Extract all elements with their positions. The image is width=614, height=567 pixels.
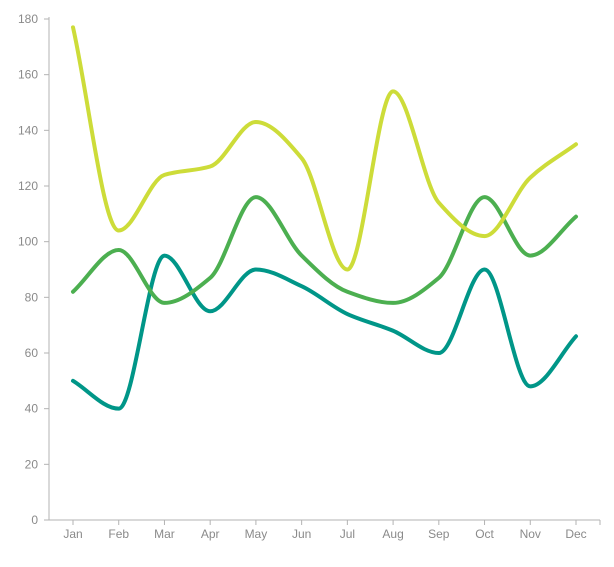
- y-tick-label: 0: [31, 513, 38, 527]
- y-tick-label: 120: [18, 179, 38, 193]
- x-tick-label: Jun: [292, 527, 311, 541]
- y-tick-label: 60: [25, 346, 39, 360]
- plot-series: [71, 25, 578, 411]
- series-line-3: [71, 253, 578, 411]
- y-tick-label: 40: [25, 402, 39, 416]
- x-tick-label: Mar: [154, 527, 175, 541]
- y-tick-label: 20: [25, 457, 39, 471]
- y-tick-label: 180: [18, 12, 38, 26]
- y-axis: 0 20 40 60 80 100 120 140 160 180: [18, 12, 50, 527]
- series-line-1: [71, 25, 578, 272]
- x-tick-label: Feb: [108, 527, 129, 541]
- y-tick-label: 100: [18, 235, 38, 249]
- x-tick-label: Jul: [340, 527, 355, 541]
- x-tick-label: Jan: [63, 527, 82, 541]
- x-tick-label: Nov: [520, 527, 541, 541]
- x-tick-label: Oct: [475, 527, 494, 541]
- series-line-2: [71, 195, 578, 305]
- y-tick-label: 140: [18, 123, 38, 137]
- x-tick-label: Aug: [382, 527, 403, 541]
- y-tick-label: 160: [18, 68, 38, 82]
- x-tick-label: Dec: [565, 527, 586, 541]
- x-tick-label: Sep: [428, 527, 450, 541]
- x-tick-label: May: [245, 527, 268, 541]
- x-tick-label: Apr: [201, 527, 220, 541]
- y-tick-label: 80: [25, 290, 39, 304]
- x-axis: Jan Feb Mar Apr May Jun Jul Aug Sep Oct Nov Dec: [49, 519, 601, 541]
